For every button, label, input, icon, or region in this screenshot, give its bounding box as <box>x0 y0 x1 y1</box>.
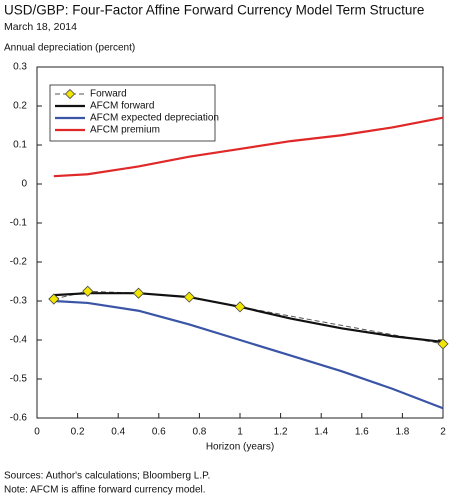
x-tick-label: 1.4 <box>314 427 328 438</box>
y-tick-label: -0.6 <box>10 413 28 424</box>
note: Note: AFCM is affine forward currency mo… <box>4 485 206 496</box>
y-tick-label: -0.2 <box>10 257 28 268</box>
y-tick-label: -0.4 <box>10 335 28 346</box>
series-line <box>53 299 444 410</box>
marker <box>234 301 246 313</box>
marker <box>48 293 60 305</box>
series-line <box>53 116 444 178</box>
y-tick-label: -0.5 <box>10 374 28 385</box>
sources: Sources: Author's calculations; Bloomber… <box>4 471 210 482</box>
y-tick-label: 0 <box>21 179 27 190</box>
y-tick-label: 0.3 <box>13 62 27 73</box>
x-tick-label: 1.8 <box>395 427 409 438</box>
legend-label: AFCM expected depreciation <box>90 113 219 124</box>
marker <box>183 291 195 303</box>
series-line <box>53 292 444 344</box>
x-tick-label: 1 <box>237 427 243 438</box>
chart-title: USD/GBP: Four-Factor Affine Forward Curr… <box>4 3 424 18</box>
y-tick-label: -0.3 <box>10 296 28 307</box>
legend-label: AFCM premium <box>90 125 160 136</box>
x-tick-label: 1.6 <box>355 427 369 438</box>
x-axis-label: Horizon (years) <box>206 442 274 453</box>
x-tick-label: 0.2 <box>71 427 85 438</box>
x-tick-label: 0.8 <box>192 427 206 438</box>
y-axis-label: Annual depreciation (percent) <box>4 43 135 54</box>
y-tick-label: 0.2 <box>13 101 27 112</box>
x-tick-label: 0 <box>34 427 40 438</box>
legend-label: AFCM forward <box>90 101 154 112</box>
marker <box>437 338 449 350</box>
x-tick-label: 2 <box>440 427 446 438</box>
chart-subtitle: March 18, 2014 <box>4 21 77 33</box>
x-tick-label: 1.2 <box>274 427 288 438</box>
legend-marker <box>64 88 76 100</box>
legend-label: Forward <box>90 89 127 100</box>
x-tick-label: 0.6 <box>152 427 166 438</box>
legend-box <box>49 84 216 142</box>
y-tick-label: -0.1 <box>10 218 28 229</box>
x-tick-label: 0.4 <box>111 427 125 438</box>
marker <box>82 285 94 297</box>
y-tick-label: 0.1 <box>13 140 27 151</box>
marker <box>132 287 145 299</box>
